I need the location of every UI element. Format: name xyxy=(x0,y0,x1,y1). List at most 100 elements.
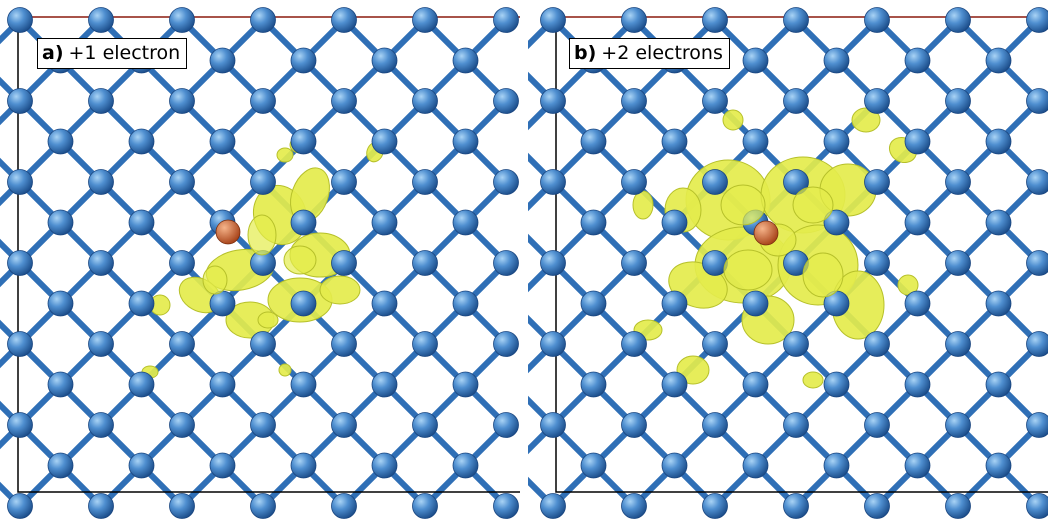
atom xyxy=(169,88,195,114)
atom xyxy=(621,493,647,519)
density-lobe xyxy=(247,214,277,256)
density-lobe xyxy=(802,252,844,298)
panel-a-letter: a) xyxy=(42,42,64,64)
atom xyxy=(864,169,890,195)
dopant-atom xyxy=(753,220,779,246)
atom xyxy=(331,493,357,519)
atom xyxy=(452,128,479,155)
atom xyxy=(580,128,607,155)
atom xyxy=(169,7,195,33)
dopant-atom xyxy=(215,219,241,245)
atom xyxy=(331,169,357,195)
atom xyxy=(169,250,195,276)
atom xyxy=(702,169,728,195)
atom xyxy=(985,47,1012,74)
atom xyxy=(412,412,438,438)
atom xyxy=(169,169,195,195)
atom xyxy=(540,412,566,438)
atom xyxy=(945,250,971,276)
density-lobe xyxy=(723,249,773,291)
panel-a-caption: +1 electron xyxy=(68,42,181,64)
atom xyxy=(621,250,647,276)
density-lobe xyxy=(276,147,294,163)
atom xyxy=(169,412,195,438)
atom xyxy=(128,452,155,479)
atom xyxy=(985,128,1012,155)
atom xyxy=(742,371,769,398)
atom xyxy=(864,493,890,519)
atom xyxy=(371,128,398,155)
atom xyxy=(945,493,971,519)
atom xyxy=(945,88,971,114)
atom xyxy=(661,452,688,479)
atom xyxy=(290,371,317,398)
atom xyxy=(823,47,850,74)
atom xyxy=(904,290,931,317)
lattice-panel-b xyxy=(528,7,1048,519)
atom xyxy=(412,493,438,519)
atom xyxy=(250,7,276,33)
atom xyxy=(621,412,647,438)
panel-a: a) +1 electron xyxy=(0,0,520,521)
atom xyxy=(580,452,607,479)
panel-b: b) +2 electrons xyxy=(528,0,1048,521)
atom xyxy=(580,209,607,236)
atom xyxy=(493,88,519,114)
atom xyxy=(290,47,317,74)
atom xyxy=(250,412,276,438)
atom xyxy=(7,88,33,114)
density-lobe xyxy=(802,371,824,389)
atom xyxy=(250,169,276,195)
atom xyxy=(985,209,1012,236)
atom xyxy=(452,47,479,74)
density-lobe xyxy=(257,311,279,329)
atom xyxy=(47,209,74,236)
atom xyxy=(128,371,155,398)
atom xyxy=(702,493,728,519)
atom xyxy=(823,452,850,479)
atom xyxy=(783,88,809,114)
atom xyxy=(209,47,236,74)
atom xyxy=(452,371,479,398)
atom xyxy=(169,331,195,357)
atom xyxy=(702,88,728,114)
density-lobe xyxy=(676,355,710,385)
atom xyxy=(540,169,566,195)
atom xyxy=(493,331,519,357)
atom xyxy=(783,331,809,357)
atom xyxy=(290,290,317,317)
lattice-panel-a xyxy=(0,7,520,519)
atom xyxy=(331,7,357,33)
atom xyxy=(945,412,971,438)
density-lobe xyxy=(283,245,317,275)
atom xyxy=(580,290,607,317)
atom xyxy=(88,493,114,519)
density-lobe xyxy=(792,186,834,224)
atom xyxy=(412,331,438,357)
atom xyxy=(290,128,317,155)
atom xyxy=(412,88,438,114)
atom xyxy=(452,452,479,479)
panel-b-letter: b) xyxy=(574,42,597,64)
atom xyxy=(621,331,647,357)
atom xyxy=(7,7,33,33)
atom xyxy=(209,128,236,155)
atoms xyxy=(540,7,1048,519)
atom xyxy=(985,290,1012,317)
atom xyxy=(742,128,769,155)
atom xyxy=(493,250,519,276)
atom xyxy=(783,169,809,195)
atom xyxy=(88,169,114,195)
density-lobe xyxy=(722,109,744,131)
atom xyxy=(7,169,33,195)
density-lobe xyxy=(632,190,654,220)
atom xyxy=(371,290,398,317)
atom xyxy=(904,128,931,155)
atom xyxy=(331,331,357,357)
atom xyxy=(540,250,566,276)
atom xyxy=(209,452,236,479)
atom xyxy=(88,250,114,276)
atom xyxy=(331,412,357,438)
atom xyxy=(371,209,398,236)
atom xyxy=(945,169,971,195)
